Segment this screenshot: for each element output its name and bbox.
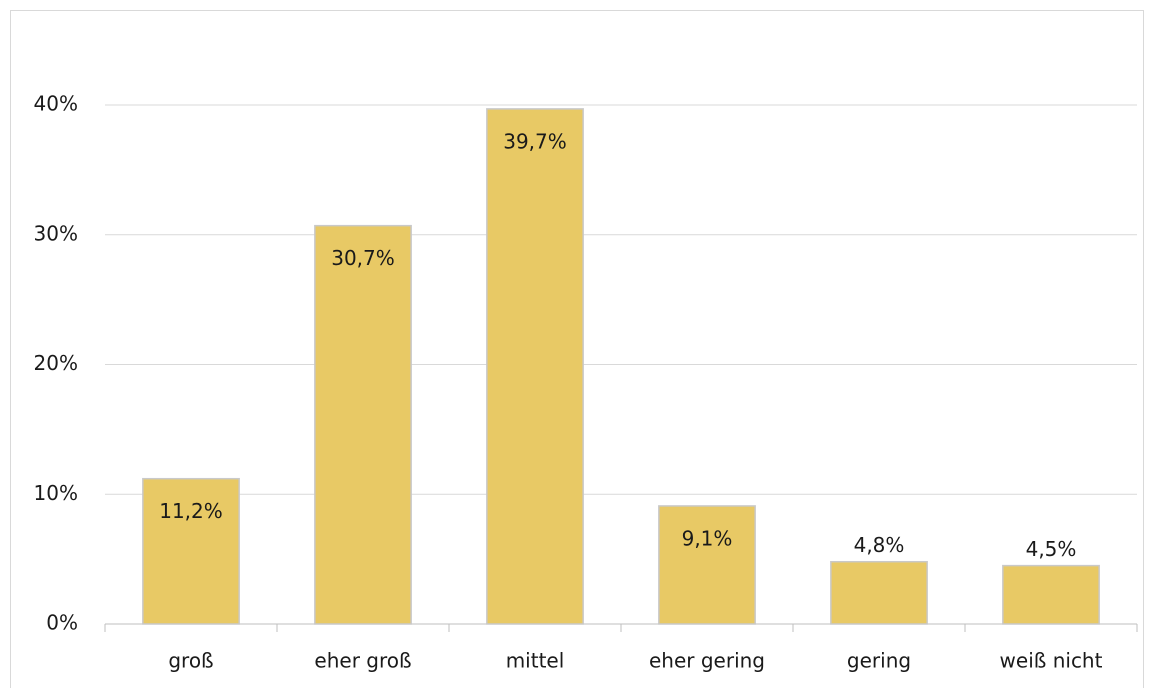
y-tick-label: 0%	[46, 611, 78, 635]
y-tick-label: 10%	[34, 481, 78, 505]
y-tick-label: 40%	[34, 92, 78, 116]
value-label: 4,5%	[1026, 537, 1077, 561]
x-tick-label: eher groß	[314, 649, 411, 673]
bar	[658, 505, 756, 625]
value-label: 11,2%	[159, 499, 223, 523]
y-tick-label: 30%	[34, 221, 78, 245]
bar	[1002, 564, 1100, 625]
value-label: 4,8%	[854, 533, 905, 557]
bar	[314, 224, 412, 625]
x-tick-label: eher gering	[649, 649, 765, 673]
value-label: 30,7%	[331, 246, 395, 270]
y-tick-label: 20%	[34, 351, 78, 375]
bar	[830, 560, 928, 625]
value-label: 39,7%	[503, 129, 567, 153]
x-tick-label: weiß nicht	[1000, 649, 1103, 673]
chart-frame	[10, 10, 1144, 688]
bar	[142, 477, 240, 625]
bar	[486, 108, 584, 625]
x-tick-label: mittel	[506, 649, 565, 673]
x-tick-label: gering	[847, 649, 911, 673]
value-label: 9,1%	[682, 526, 733, 550]
x-tick-label: groß	[168, 649, 213, 673]
